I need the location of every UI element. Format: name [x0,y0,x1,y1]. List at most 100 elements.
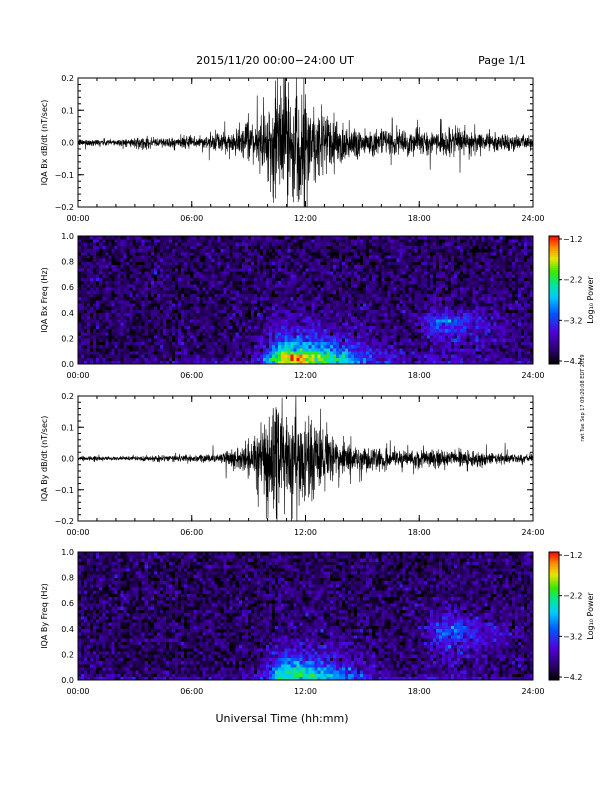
spectrogram-cell [220,242,224,246]
spectrogram-cell [244,303,249,307]
spectrogram-cell [205,341,209,346]
spectrogram-cell [165,351,170,355]
spectrogram-cell [326,252,331,256]
spectrogram-cell [223,300,227,304]
spectrogram-cell [302,319,306,323]
spectrogram-cell [260,348,264,352]
spectrogram-cell [287,338,291,342]
spectrogram-cell [399,255,403,259]
spectrogram-cell [411,277,415,282]
spectrogram-cell [114,338,118,342]
spectrogram-cell [244,300,249,304]
spectrogram-cell [93,296,97,301]
spectrogram-cell [408,268,412,272]
spectrogram-cell [105,360,109,365]
spectrogram-cell [205,261,209,266]
spectrogram-cell [344,258,349,262]
spectrogram-cell [111,271,115,275]
spectrogram-cell [205,338,209,342]
spectrogram-cell [305,255,309,259]
spectrogram-cell [96,255,100,259]
spectrogram-cell [181,261,185,266]
spectrogram-cell [184,357,188,362]
spectrogram-cell [399,284,403,288]
spectrogram-cell [351,360,355,365]
spectrogram-cell [284,236,288,240]
spectrogram-cell [187,274,191,278]
spectrogram-cell [341,284,346,288]
spectrogram-cell [138,328,142,333]
spectrogram-cell [329,341,334,346]
spectrogram-cell [305,309,309,314]
spectrogram-cell [363,280,367,285]
spectrogram-cell [402,332,406,336]
spectrogram-cell [147,306,152,310]
spectrogram-cell [278,277,282,282]
spectrogram-cell [226,284,230,288]
spectrogram-cell [323,354,328,358]
spectrogram-cell [141,354,146,358]
spectrogram-cell [396,258,400,262]
spectrogram-cell [387,296,391,301]
spectrogram-cell [223,242,227,246]
spectrogram-cell [156,284,161,288]
spectrogram-cell [402,296,406,301]
spectrogram-cell [208,236,212,240]
spectrogram-cell [159,258,164,262]
spectrogram-cell [226,258,230,262]
spectrogram-cell [402,300,406,304]
spectrogram-cell [299,332,303,336]
spectrogram-cell [354,248,358,253]
spectrogram-cell [372,351,376,355]
spectrogram-cell [381,335,385,339]
spectrogram-cell [99,338,103,342]
spectrogram-cell [144,248,149,253]
spectrogram-cell [238,277,243,282]
spectrogram-cell [287,242,291,246]
spectrogram-cell [275,264,279,269]
spectrogram-cell [232,341,237,346]
spectrogram-cell [275,357,279,362]
spectrogram-cell [311,341,315,346]
spectrogram-cell [78,287,82,291]
spectrogram-cell [366,322,370,326]
spectrogram-cell [432,252,437,256]
spectrogram-cell [181,338,185,342]
spectrogram-cell [172,312,176,317]
spectrogram-cell [220,271,224,275]
spectrogram-cell [102,328,106,333]
spectrogram-cell [193,239,197,243]
spectrogram-cell [381,242,385,246]
spectrogram-cell [105,351,109,355]
spectrogram-cell [275,248,279,253]
spectrogram-cell [232,296,237,301]
spectrogram-cell [284,325,288,330]
spectrogram-cell [235,322,240,326]
spectrogram-cell [175,236,179,240]
spectrogram-cell [153,328,158,333]
spectrogram-cell [241,280,246,285]
spectrogram-cell [169,316,173,320]
spectrogram-cell [108,303,112,307]
spectrogram-cell [344,325,349,330]
spectrogram-cell [384,261,388,266]
spectrogram-cell [417,236,422,240]
spectrogram-cell [117,309,121,314]
spectrogram-cell [156,300,161,304]
spectrogram-cell [184,316,188,320]
spectrogram-cell [111,284,115,288]
spectrogram-cell [426,274,431,278]
spectrogram-cell [260,332,264,336]
spectrogram-cell [408,300,412,304]
spectrogram-cell [414,271,419,275]
spectrogram-cell [220,332,224,336]
spectrogram-cell [187,328,191,333]
spectrogram-cell [366,354,370,358]
spectrogram-cell [332,296,337,301]
spectrogram-cell [165,303,170,307]
spectrogram-cell [308,274,312,278]
spectrogram-cell [344,245,349,250]
spectrogram-cell [120,277,124,282]
spectrogram-cell [162,332,167,336]
spectrogram-cell [214,255,218,259]
